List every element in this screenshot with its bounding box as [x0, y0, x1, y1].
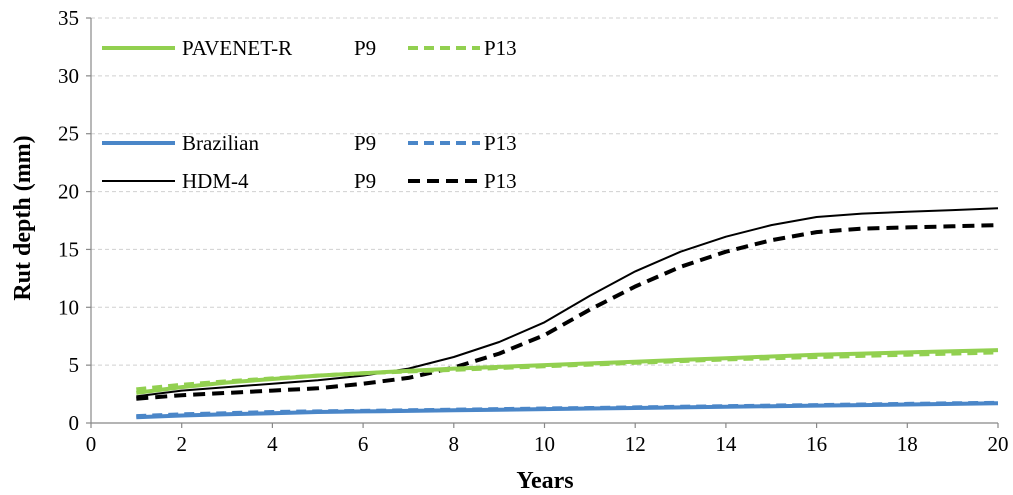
x-tick-label: 0 [86, 432, 97, 456]
x-tick-label: 14 [715, 432, 737, 456]
legend-p13-label: P13 [484, 169, 517, 193]
x-tick-label: 10 [534, 432, 555, 456]
legend-p9-label: P9 [354, 36, 376, 60]
x-axis-title: Years [516, 468, 573, 494]
axes: 0 5 10 15 20 25 30 35 0 2 4 6 8 10 12 14 16 18 20 [58, 6, 1009, 456]
x-tick-label: 6 [358, 432, 369, 456]
x-tick-label: 2 [176, 432, 187, 456]
legend-p9-label: P9 [354, 169, 376, 193]
x-tick-label: 8 [449, 432, 460, 456]
series-line-pavenet-r-p9 [136, 348, 999, 395]
x-tick-label: 20 [988, 432, 1009, 456]
y-tick-label: 15 [58, 237, 79, 261]
y-tick-label: 5 [69, 353, 80, 377]
y-tick-label: 20 [58, 180, 79, 204]
y-tick-label: 30 [58, 64, 79, 88]
series-line-hdm-4-p9 [136, 207, 999, 398]
series-line-pavenet-r-p13 [136, 350, 999, 392]
legend: PAVENET-R P9 P13 Brazilian P9 P13 HDM-4 P9 P13 [102, 36, 517, 193]
legend-model-label: HDM-4 [182, 169, 249, 193]
x-tick-label: 18 [897, 432, 918, 456]
series-line-hdm-4-p13 [136, 223, 999, 401]
legend-model-label: Brazilian [182, 131, 259, 155]
x-tick-label: 16 [806, 432, 827, 456]
y-tick-label: 35 [58, 6, 79, 30]
legend-p13-label: P13 [484, 131, 517, 155]
legend-p9-label: P9 [354, 131, 376, 155]
legend-model-label: PAVENET-R [182, 36, 292, 60]
x-tick-label: 12 [625, 432, 646, 456]
x-tick-label: 4 [267, 432, 278, 456]
y-tick-label: 25 [58, 122, 79, 146]
series-line-brazilian-p9 [136, 401, 999, 420]
y-axis-title: Rut depth (mm) [10, 135, 36, 300]
series-lines [136, 207, 999, 420]
legend-p13-label: P13 [484, 36, 517, 60]
y-tick-label: 10 [58, 295, 79, 319]
y-tick-label: 0 [69, 411, 80, 435]
